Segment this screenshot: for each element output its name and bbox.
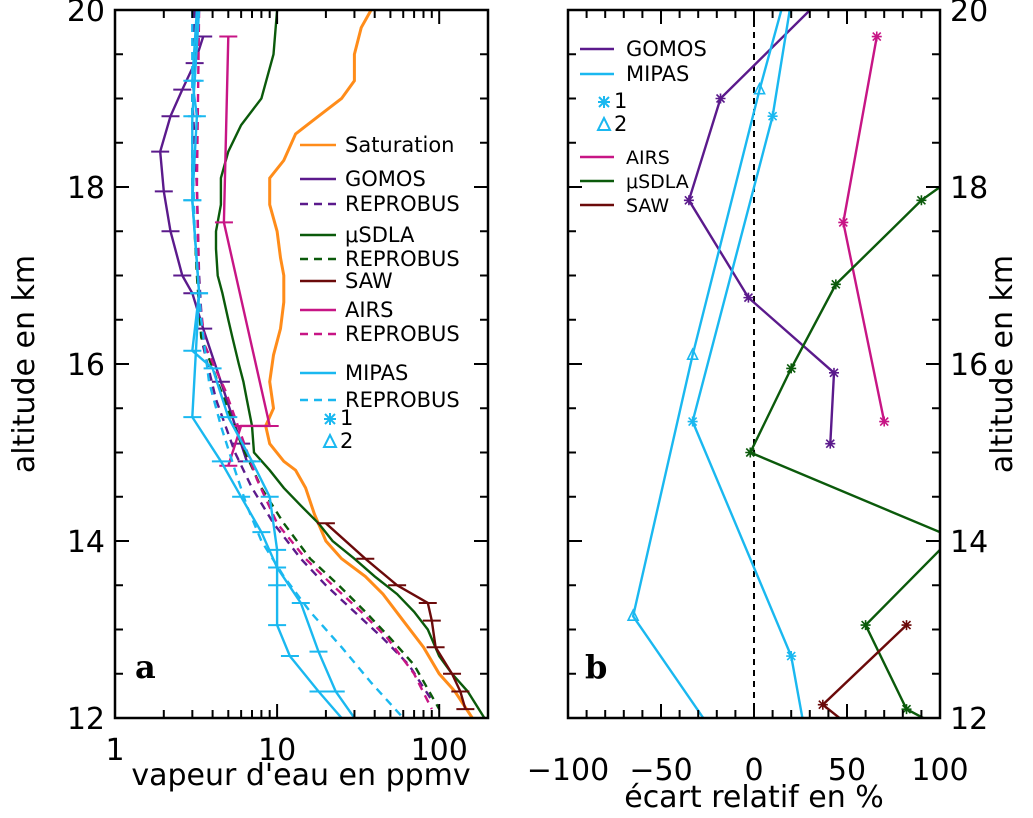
data-point-airs <box>838 217 849 228</box>
data-point-sdla <box>745 447 756 458</box>
data-point-gomos <box>683 195 694 206</box>
series-sdla-lower <box>864 548 940 718</box>
legend-a-saw-5: SAW <box>345 269 393 293</box>
legend-a-sdla-3: μSDLA <box>345 223 415 247</box>
data-point-sdla-lower <box>860 620 871 631</box>
legend-a-reprobus-9: REPROBUS <box>345 388 460 412</box>
legend-b-saw-6: SAW <box>626 195 669 217</box>
series-reprobus-airs <box>195 10 433 710</box>
panel-b-plot-area <box>626 10 940 718</box>
data-point-airs <box>871 31 882 42</box>
panel-b-x-tick-label: 0 <box>744 753 763 788</box>
panel-a-y-tick-label: 20 <box>67 0 105 29</box>
panel-a-legend: SaturationGOMOSREPROBUSμSDLAREPROBUSSAWA… <box>300 133 460 453</box>
panel-a-x-axis-label: vapeur d'eau en ppmv <box>131 758 470 793</box>
series-airs <box>842 36 886 422</box>
legend-a-2-11-symbol <box>322 432 338 448</box>
data-point-mipas-1 <box>687 416 698 427</box>
data-point-gomos <box>825 438 836 449</box>
series-gomos <box>158 36 248 462</box>
legend-a-1-10: 1 <box>340 406 353 430</box>
panel-b-x-tick-label: −100 <box>527 753 609 788</box>
legend-a-2-11: 2 <box>340 429 353 453</box>
legend-a-mipas-8: MIPAS <box>345 361 408 385</box>
panel-a-plot-area <box>151 10 486 718</box>
data-point-gomos <box>715 93 726 104</box>
panel-b-y-axis-label: altitude en km <box>985 255 1020 473</box>
panel-b-y-tick-label: 16 <box>950 348 988 383</box>
legend-b-1-2-symbol <box>598 96 610 108</box>
panel-a-y-tick-label: 18 <box>67 171 105 206</box>
legend-b-2-3: 2 <box>614 112 627 136</box>
legend-a-1-10-symbol <box>324 413 336 425</box>
series-reprobus-sdla <box>191 10 441 710</box>
panel-a-y-axis-label: altitude en km <box>7 255 42 473</box>
panel-b-y-tick-label: 14 <box>950 525 988 560</box>
legend-b-gomos-0: GOMOS <box>626 37 707 61</box>
legend-b-sdla-5: μSDLA <box>626 171 689 193</box>
panel-b-label: b <box>585 648 607 686</box>
legend-a-reprobus-7: REPROBUS <box>345 322 460 346</box>
legend-b-2-3-symbol <box>596 115 612 131</box>
series-sdla <box>214 10 486 718</box>
series-gomos <box>687 10 836 444</box>
panel-a-y-tick-label: 14 <box>67 525 105 560</box>
data-point-sdla <box>786 363 797 374</box>
data-point-mipas-2 <box>686 347 699 360</box>
series-mipas-1 <box>191 10 356 718</box>
series-saturation <box>264 10 474 718</box>
data-point-sdla <box>830 279 841 290</box>
legend-b-mipas-1: MIPAS <box>626 62 689 86</box>
data-point-sdla <box>916 195 927 206</box>
panel-a-y-tick-label: 12 <box>67 702 105 737</box>
data-point-saw <box>901 620 912 631</box>
panel-b-y-tick-label: 12 <box>950 702 988 737</box>
legend-a-reprobus-4: REPROBUS <box>345 247 460 271</box>
series-reprobus-mipas <box>191 10 405 718</box>
series-mipas-1 <box>691 10 804 718</box>
panel-a-x-tick-label: 10 <box>258 733 296 768</box>
data-point-mipas-2 <box>753 81 766 95</box>
data-point-gomos <box>828 367 839 378</box>
panel-a-x-tick-label: 100 <box>411 733 468 768</box>
panel-b-y-tick-label: 18 <box>950 171 988 206</box>
data-point-mipas-1 <box>786 651 797 662</box>
series-reprobus-gomos <box>191 10 433 701</box>
legend-a-airs-6: AIRS <box>345 298 393 322</box>
series-mipas-2 <box>631 10 783 718</box>
legend-b-1-2: 1 <box>614 89 627 113</box>
panel-a-x-tick-label: 1 <box>105 733 124 768</box>
panel-b-x-tick-label: 100 <box>911 753 968 788</box>
legend-a-reprobus-2: REPROBUS <box>345 192 460 216</box>
legend-b-airs-4: AIRS <box>626 147 670 169</box>
data-point-saw <box>817 699 828 710</box>
panel-b-x-axis-label: écart relatif en % <box>624 780 884 815</box>
panel-b-ticks: −100 −50 0 50 100 12 14 16 18 20 <box>527 0 988 788</box>
panel-a-y-tick-label: 16 <box>67 348 105 383</box>
data-point-gomos <box>743 292 754 303</box>
legend-a-saturation-0: Saturation <box>345 133 454 157</box>
series-sdla <box>748 186 940 534</box>
legend-a-gomos-1: GOMOS <box>345 167 426 191</box>
data-point-airs <box>879 416 890 427</box>
panel-b-y-tick-label: 20 <box>950 0 988 29</box>
data-point-mipas-1 <box>767 111 778 122</box>
panel-a-label: a <box>135 648 156 686</box>
data-point-mipas-2 <box>626 608 640 622</box>
panel-b-x-tick-label: 50 <box>828 753 866 788</box>
series-mipas-2 <box>191 10 343 718</box>
panel-b-x-tick-label: −50 <box>629 753 692 788</box>
